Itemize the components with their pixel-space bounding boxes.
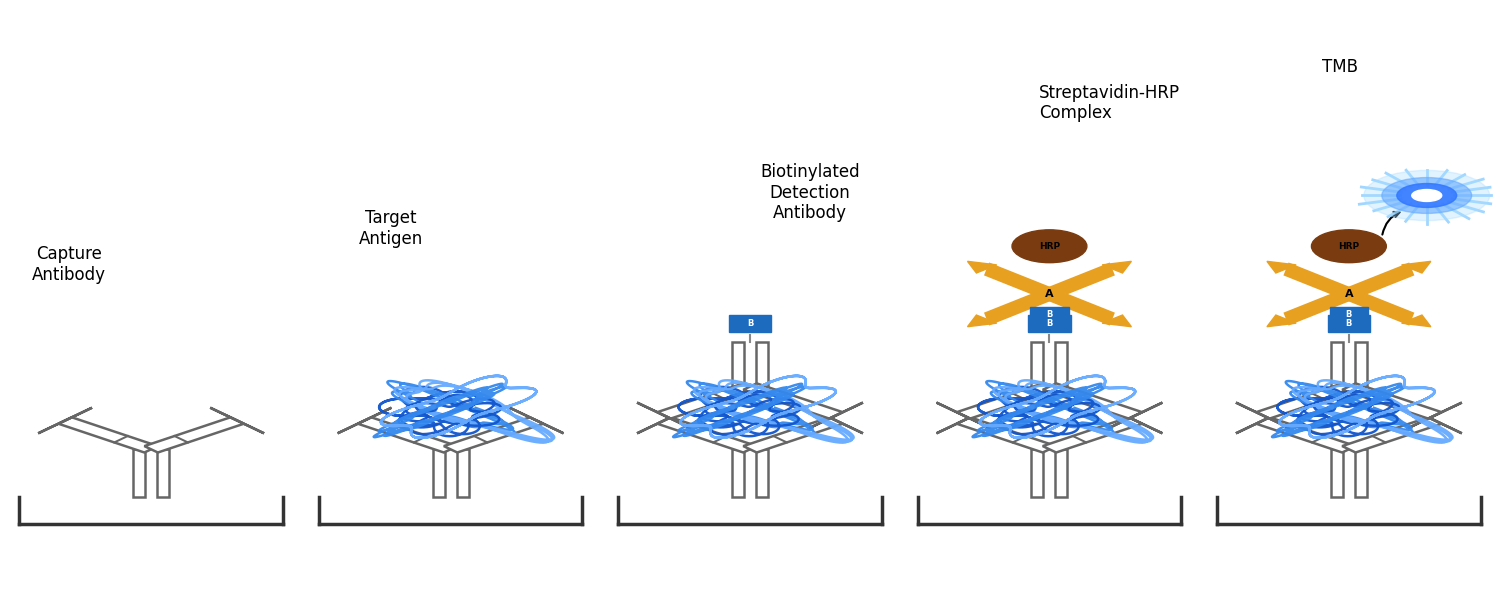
Polygon shape bbox=[358, 418, 458, 452]
Polygon shape bbox=[808, 408, 862, 433]
Text: B: B bbox=[747, 319, 753, 328]
Text: Streptavidin-HRP
Complex: Streptavidin-HRP Complex bbox=[1040, 83, 1180, 122]
FancyBboxPatch shape bbox=[158, 449, 170, 497]
FancyBboxPatch shape bbox=[756, 342, 768, 386]
FancyBboxPatch shape bbox=[456, 449, 468, 497]
FancyBboxPatch shape bbox=[732, 342, 744, 386]
Polygon shape bbox=[1042, 383, 1142, 419]
Polygon shape bbox=[957, 418, 1056, 452]
FancyBboxPatch shape bbox=[1032, 449, 1044, 497]
Text: TMB: TMB bbox=[1322, 58, 1358, 76]
Polygon shape bbox=[936, 403, 990, 428]
Polygon shape bbox=[38, 408, 92, 433]
Ellipse shape bbox=[1311, 230, 1386, 263]
Polygon shape bbox=[1256, 418, 1356, 452]
Polygon shape bbox=[1342, 383, 1442, 419]
Circle shape bbox=[1382, 178, 1472, 214]
Polygon shape bbox=[144, 418, 244, 452]
Polygon shape bbox=[1042, 418, 1142, 452]
Polygon shape bbox=[808, 403, 862, 428]
Polygon shape bbox=[657, 418, 756, 452]
FancyBboxPatch shape bbox=[1056, 342, 1068, 386]
Polygon shape bbox=[1236, 408, 1290, 433]
FancyBboxPatch shape bbox=[432, 449, 444, 497]
Polygon shape bbox=[1268, 315, 1296, 327]
Polygon shape bbox=[510, 408, 564, 433]
FancyBboxPatch shape bbox=[1032, 342, 1044, 386]
Polygon shape bbox=[1108, 408, 1162, 433]
Polygon shape bbox=[1256, 383, 1356, 419]
Polygon shape bbox=[1408, 403, 1462, 428]
Polygon shape bbox=[1342, 418, 1442, 452]
Text: B: B bbox=[1346, 319, 1352, 328]
Polygon shape bbox=[1102, 315, 1131, 327]
FancyBboxPatch shape bbox=[732, 449, 744, 497]
Circle shape bbox=[1412, 190, 1442, 202]
Polygon shape bbox=[338, 408, 392, 433]
Text: B: B bbox=[1047, 310, 1053, 319]
Text: Capture
Antibody: Capture Antibody bbox=[32, 245, 106, 284]
Polygon shape bbox=[638, 408, 692, 433]
FancyBboxPatch shape bbox=[134, 449, 146, 497]
Polygon shape bbox=[1236, 403, 1290, 428]
Ellipse shape bbox=[1013, 230, 1088, 263]
Polygon shape bbox=[1108, 403, 1162, 428]
Polygon shape bbox=[744, 383, 843, 419]
Polygon shape bbox=[968, 262, 996, 273]
Polygon shape bbox=[1408, 408, 1462, 433]
FancyBboxPatch shape bbox=[1330, 342, 1342, 386]
Text: A: A bbox=[1046, 289, 1054, 299]
Circle shape bbox=[1396, 184, 1456, 208]
Text: HRP: HRP bbox=[1338, 242, 1359, 251]
Text: A: A bbox=[1344, 289, 1353, 299]
Polygon shape bbox=[1268, 262, 1296, 273]
Polygon shape bbox=[1102, 262, 1131, 273]
Circle shape bbox=[1364, 170, 1490, 221]
Text: Target
Antigen: Target Antigen bbox=[358, 209, 423, 248]
Polygon shape bbox=[1401, 262, 1431, 273]
Polygon shape bbox=[957, 383, 1056, 419]
Polygon shape bbox=[1401, 315, 1431, 327]
Polygon shape bbox=[657, 383, 756, 419]
Polygon shape bbox=[210, 408, 264, 433]
Polygon shape bbox=[58, 418, 158, 452]
Polygon shape bbox=[444, 418, 543, 452]
FancyBboxPatch shape bbox=[1354, 449, 1366, 497]
FancyBboxPatch shape bbox=[1056, 449, 1068, 497]
FancyBboxPatch shape bbox=[1330, 449, 1342, 497]
Text: HRP: HRP bbox=[1040, 242, 1060, 251]
Text: B: B bbox=[1047, 319, 1053, 328]
Polygon shape bbox=[936, 408, 990, 433]
Polygon shape bbox=[638, 403, 692, 428]
Text: B: B bbox=[1346, 310, 1352, 319]
Text: Biotinylated
Detection
Antibody: Biotinylated Detection Antibody bbox=[760, 163, 859, 223]
Polygon shape bbox=[968, 315, 996, 327]
Polygon shape bbox=[744, 418, 843, 452]
FancyBboxPatch shape bbox=[756, 449, 768, 497]
FancyBboxPatch shape bbox=[1354, 342, 1366, 386]
